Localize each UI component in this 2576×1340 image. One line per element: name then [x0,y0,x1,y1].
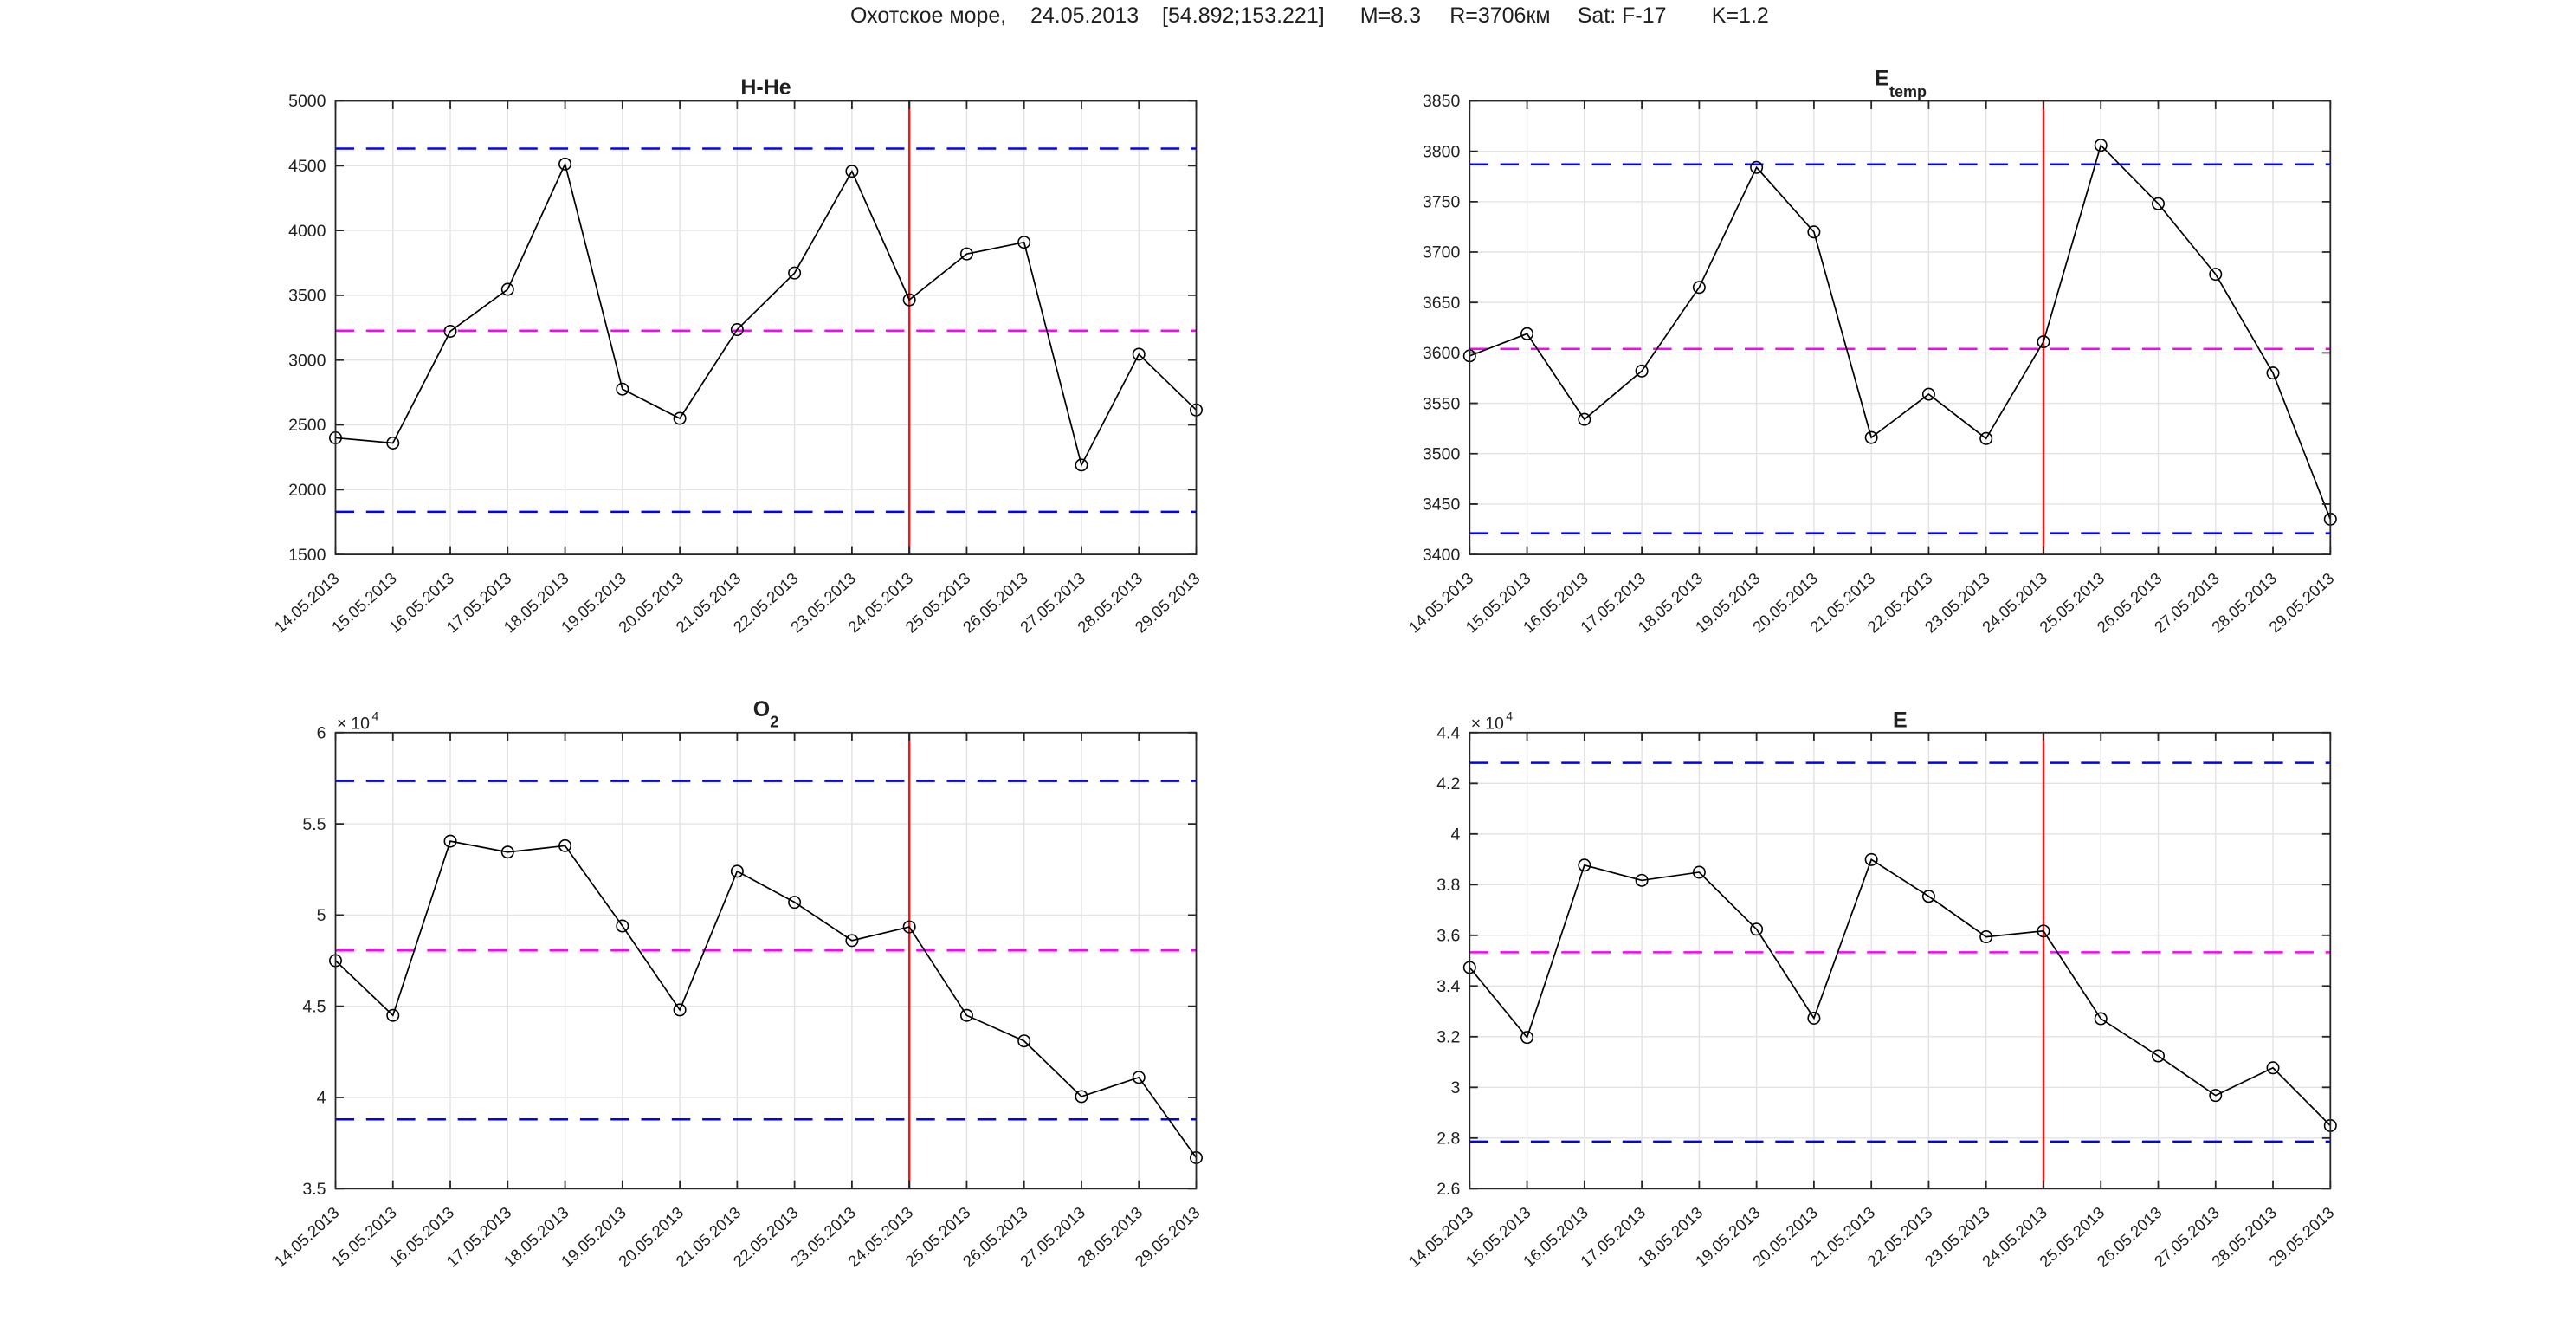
svg-text:3700: 3700 [1423,243,1461,262]
svg-text:2.8: 2.8 [1436,1130,1460,1149]
svg-text:3850: 3850 [1423,92,1461,111]
svg-text:×: × [337,715,346,734]
svg-text:3.8: 3.8 [1436,876,1460,895]
svg-text:R=3706км: R=3706км [1449,3,1550,28]
svg-text:3000: 3000 [288,351,326,370]
svg-text:temp: temp [1889,83,1927,100]
svg-text:H-He: H-He [740,75,791,100]
svg-text:E: E [1875,67,1889,91]
svg-text:O: O [753,697,770,722]
svg-text:3500: 3500 [1423,444,1461,463]
svg-text:×: × [1471,715,1481,734]
svg-text:3550: 3550 [1423,394,1461,413]
svg-text:3750: 3750 [1423,193,1461,212]
svg-text:5000: 5000 [288,92,326,111]
svg-text:3400: 3400 [1423,546,1461,565]
svg-text:4: 4 [372,709,379,723]
svg-text:Sat: F-17: Sat: F-17 [1578,3,1667,28]
svg-text:5: 5 [317,906,326,925]
svg-text:3.4: 3.4 [1436,977,1460,996]
svg-text:Охотское море,: Охотское море, [850,3,1006,28]
svg-text:4500: 4500 [288,157,326,176]
svg-text:10: 10 [1485,715,1504,734]
svg-text:4: 4 [317,1089,326,1108]
svg-text:3.6: 3.6 [1436,927,1460,946]
svg-text:M=8.3: M=8.3 [1360,3,1421,28]
svg-text:3650: 3650 [1423,294,1461,313]
svg-text:3.5: 3.5 [302,1180,326,1199]
svg-text:3600: 3600 [1423,344,1461,363]
svg-text:4.5: 4.5 [302,997,326,1016]
svg-text:6: 6 [317,724,326,743]
svg-text:E: E [1893,709,1908,733]
svg-text:24.05.2013: 24.05.2013 [1030,3,1139,28]
svg-text:2: 2 [770,713,778,730]
svg-text:4.2: 4.2 [1436,774,1460,793]
svg-text:2000: 2000 [288,481,326,500]
svg-text:2.6: 2.6 [1436,1180,1460,1199]
svg-text:2500: 2500 [288,416,326,435]
svg-text:4000: 4000 [288,222,326,241]
svg-text:[54.892;153.221]: [54.892;153.221] [1162,3,1325,28]
svg-text:1500: 1500 [288,546,326,565]
svg-text:3.2: 3.2 [1436,1028,1460,1047]
svg-text:4: 4 [1450,825,1460,845]
svg-text:3450: 3450 [1423,495,1461,515]
svg-text:5.5: 5.5 [302,815,326,834]
svg-text:10: 10 [351,715,370,734]
svg-text:4.4: 4.4 [1436,724,1460,743]
svg-text:K=1.2: K=1.2 [1712,3,1769,28]
svg-text:3800: 3800 [1423,142,1461,161]
svg-text:3500: 3500 [288,287,326,306]
svg-text:3: 3 [1450,1078,1460,1097]
svg-text:4: 4 [1506,709,1513,723]
